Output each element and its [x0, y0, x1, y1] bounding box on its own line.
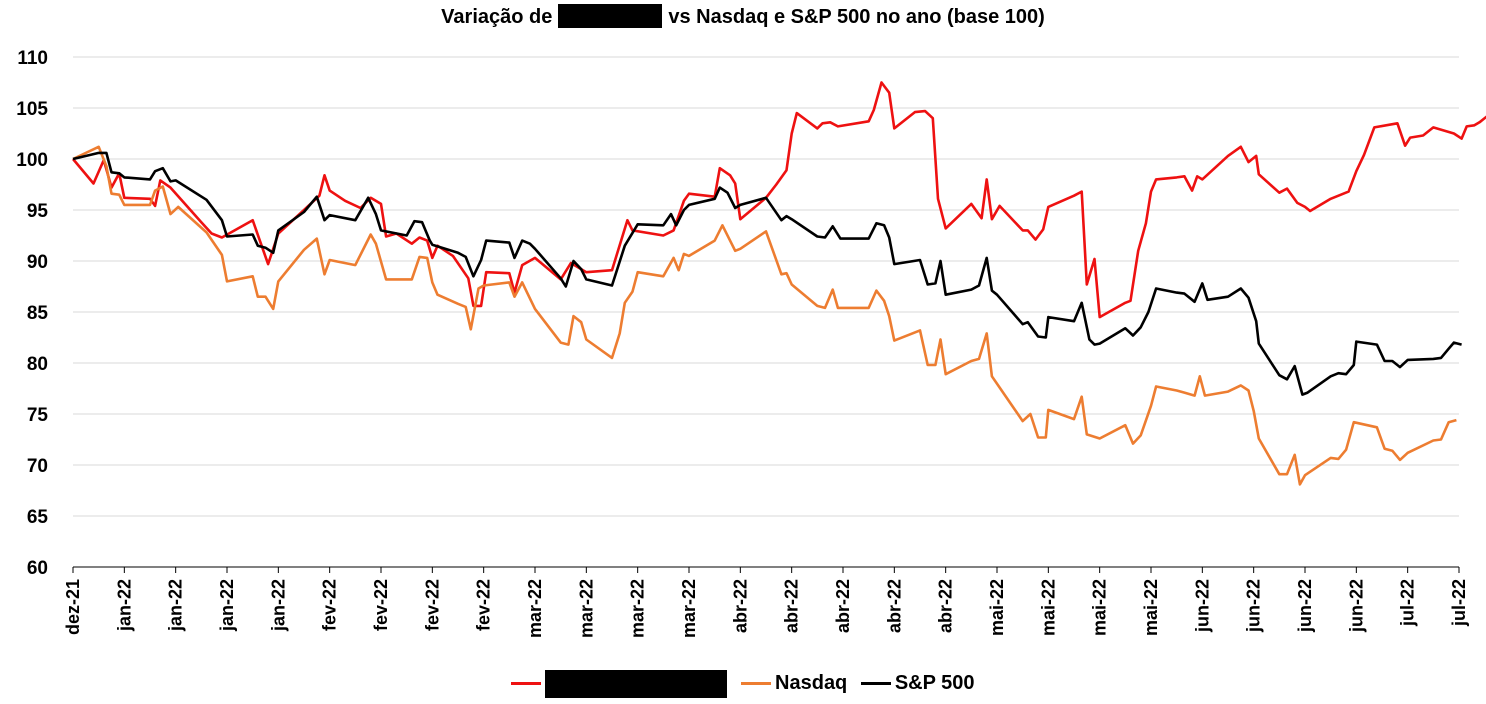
x-tick-label: jan-22: [166, 579, 186, 632]
y-tick-label: 70: [27, 456, 48, 477]
x-tick-label: abr-22: [884, 579, 904, 633]
legend-label-sp500: S&P 500: [894, 672, 975, 694]
legend-redaction-block: [545, 669, 728, 698]
x-tick-label: mar-22: [628, 579, 648, 638]
x-tick-label: mar-22: [679, 579, 699, 638]
y-tick-label: 80: [27, 354, 48, 375]
x-tick-label: jul-22: [1449, 579, 1469, 627]
series-line-nasdaq: [72, 145, 1457, 486]
x-tick-label: mai-22: [1141, 579, 1161, 636]
x-tick-label: fev-22: [422, 579, 442, 631]
series-line-sp500: [72, 151, 1462, 396]
x-tick-label: fev-22: [320, 579, 340, 631]
chart-title-suffix: vs Nasdaq e S&P 500 no ano (base 100): [668, 6, 1045, 28]
x-tick-label: jun-22: [1295, 579, 1315, 633]
y-tick-label: 60: [27, 558, 48, 579]
x-tick-label: abr-22: [730, 579, 750, 633]
x-tick-label: fev-22: [371, 579, 391, 631]
x-tick-label: mai-22: [1090, 579, 1110, 636]
y-tick-label: 75: [27, 405, 49, 426]
legend-item-sp500: S&P 500: [860, 672, 975, 695]
x-tick-label: abr-22: [782, 579, 802, 633]
x-tick-label: mai-22: [1038, 579, 1058, 636]
title-redaction-block: [558, 4, 663, 28]
legend-label-nasdaq: Nasdaq: [775, 672, 848, 694]
y-tick-label: 105: [16, 99, 48, 120]
legend-line-sp500: [860, 682, 891, 685]
chart-title: Variação de vs Nasdaq e S&P 500 no ano (b…: [0, 4, 1486, 29]
y-tick-label: 110: [17, 48, 48, 69]
x-tick-label: jun-22: [1192, 579, 1212, 633]
x-tick-label: fev-22: [474, 579, 494, 631]
x-tick-label: jan-22: [217, 579, 237, 632]
y-tick-label: 95: [27, 201, 49, 222]
x-tick-label: jun-22: [1346, 579, 1366, 633]
series-line-red: [72, 81, 1486, 319]
x-tick-label: jun-22: [1244, 579, 1264, 633]
y-tick-label: 100: [16, 150, 48, 171]
y-tick-label: 90: [27, 252, 48, 273]
x-tick-label: dez-21: [63, 579, 83, 635]
x-tick-label: jan-22: [114, 579, 134, 632]
x-tick-label: mai-22: [987, 579, 1007, 636]
x-tick-label: jan-22: [268, 579, 288, 632]
x-tick-label: abr-22: [833, 579, 853, 633]
legend-item-series1: [511, 669, 728, 698]
y-tick-label: 65: [27, 507, 49, 528]
x-tick-label: abr-22: [936, 579, 956, 633]
x-tick-label: jul-22: [1398, 579, 1418, 627]
chart-legend: Nasdaq S&P 500: [0, 668, 1486, 698]
chart-title-prefix: Variação de: [441, 6, 553, 28]
x-tick-label: mar-22: [525, 579, 545, 638]
legend-item-nasdaq: Nasdaq: [741, 672, 847, 695]
y-tick-label: 85: [27, 303, 49, 324]
x-tick-label: mar-22: [576, 579, 596, 638]
legend-line-nasdaq: [741, 682, 772, 685]
legend-line-series1: [511, 682, 542, 685]
